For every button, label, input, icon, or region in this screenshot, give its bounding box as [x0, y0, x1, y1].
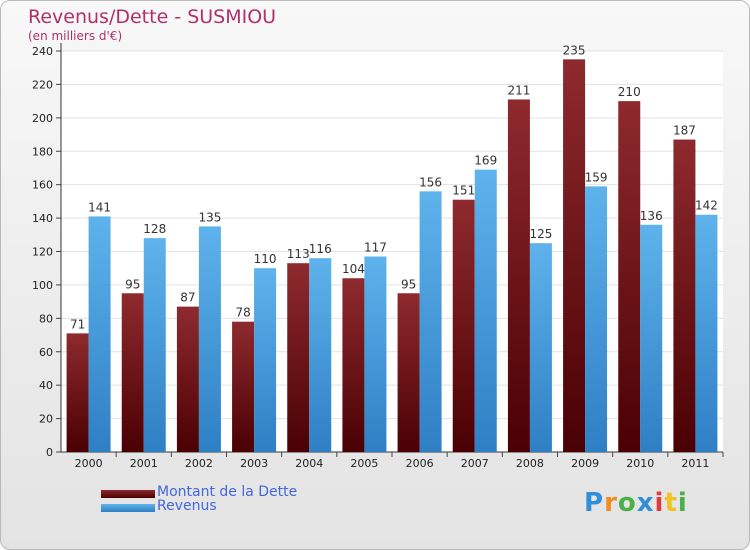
data-label-dette: 235 [563, 43, 586, 57]
bar-revenus [474, 169, 497, 453]
bar-dette [232, 321, 255, 452]
data-label-dette: 104 [342, 262, 365, 276]
x-tick-label: 2009 [571, 457, 599, 470]
proxiti-logo: Proxiti [584, 488, 688, 518]
logo-letter: o [617, 488, 637, 518]
data-label-revenus: 117 [364, 241, 387, 255]
bar-dette [342, 278, 365, 452]
bar-dette [287, 263, 310, 452]
y-tick-label: 240 [32, 45, 53, 58]
bar-revenus [143, 238, 166, 452]
bar-dette [563, 59, 586, 453]
y-tick-label: 220 [32, 78, 53, 91]
data-label-dette: 210 [618, 85, 641, 99]
data-label-revenus: 136 [640, 209, 663, 223]
bar-revenus [364, 256, 387, 452]
data-label-revenus: 125 [529, 227, 552, 241]
bar-revenus [585, 186, 608, 452]
data-label-revenus: 141 [88, 200, 111, 214]
x-tick-label: 2006 [406, 457, 434, 470]
bar-dette [618, 101, 641, 452]
y-tick-label: 40 [39, 379, 53, 392]
y-tick-label: 80 [39, 312, 53, 325]
bar-revenus [254, 268, 277, 452]
y-tick-label: 0 [46, 446, 53, 459]
y-tick-label: 120 [32, 246, 53, 259]
data-label-dette: 78 [235, 306, 250, 320]
logo-letter: i [654, 488, 665, 518]
data-label-revenus: 169 [474, 154, 497, 168]
logo-letter: x [636, 488, 655, 518]
x-tick-label: 2011 [681, 457, 709, 470]
data-label-revenus: 116 [309, 242, 332, 256]
x-tick-label: 2004 [295, 457, 323, 470]
bar-dette [673, 139, 696, 452]
x-tick-label: 2002 [185, 457, 213, 470]
data-label-dette: 211 [507, 83, 530, 97]
bar-dette [121, 293, 144, 452]
data-label-dette: 95 [401, 277, 416, 291]
data-label-dette: 87 [180, 291, 195, 305]
data-label-revenus: 135 [198, 210, 221, 224]
y-tick-label: 160 [32, 179, 53, 192]
data-label-revenus: 156 [419, 175, 442, 189]
data-label-dette: 187 [673, 124, 696, 138]
chart-title: Revenus/Dette - SUSMIOU [28, 6, 277, 28]
logo-letter: t [664, 488, 678, 518]
logo-letter: i [677, 488, 688, 518]
bar-revenus [695, 214, 718, 452]
bar-revenus [640, 224, 663, 452]
bar-revenus [529, 243, 552, 452]
x-tick-label: 2001 [130, 457, 158, 470]
data-label-dette: 71 [70, 317, 85, 331]
x-tick-label: 2003 [240, 457, 268, 470]
bar-dette [66, 333, 89, 452]
y-tick-label: 140 [32, 212, 53, 225]
x-tick-label: 2005 [350, 457, 378, 470]
logo-letter: r [604, 488, 618, 518]
y-tick-label: 20 [39, 413, 53, 426]
y-tick-label: 60 [39, 346, 53, 359]
bar-revenus [419, 191, 442, 452]
data-label-dette: 95 [125, 277, 140, 291]
data-label-revenus: 159 [585, 170, 608, 184]
data-label-revenus: 110 [254, 252, 277, 266]
chart-subtitle: (en milliers d'€) [28, 29, 123, 43]
logo-letter: P [584, 488, 605, 518]
x-tick-label: 2010 [626, 457, 654, 470]
y-tick-label: 180 [32, 145, 53, 158]
bar-revenus [309, 258, 332, 452]
x-tick-label: 2007 [461, 457, 489, 470]
data-label-dette: 151 [452, 184, 475, 198]
legend-swatch-revenus [101, 504, 155, 512]
data-label-dette: 113 [287, 247, 310, 261]
bar-dette [397, 293, 420, 452]
x-tick-label: 2000 [75, 457, 103, 470]
x-tick-label: 2008 [516, 457, 544, 470]
y-tick-label: 200 [32, 112, 53, 125]
bar-dette [452, 199, 475, 452]
data-label-revenus: 128 [143, 222, 166, 236]
bar-revenus [198, 226, 221, 452]
y-tick-label: 100 [32, 279, 53, 292]
bar-dette [507, 99, 530, 453]
legend-label-revenus: Revenus [157, 498, 217, 514]
data-label-revenus: 142 [695, 199, 718, 213]
legend-label-dette: Montant de la Dette [157, 484, 298, 500]
legend-swatch-dette [101, 490, 155, 498]
bar-revenus [88, 216, 111, 452]
bar-dette [176, 306, 199, 452]
